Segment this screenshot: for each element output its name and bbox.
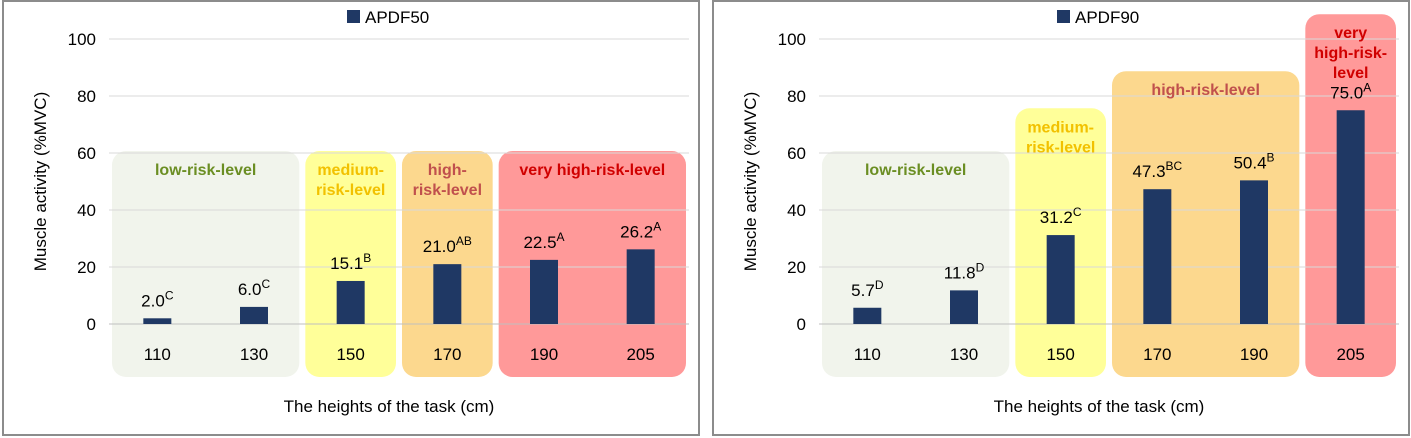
risk-zone-label: medium- xyxy=(1027,119,1094,136)
x-tick-label: 170 xyxy=(433,345,461,364)
x-tick-label: 130 xyxy=(950,345,978,364)
data-label: 75.0A xyxy=(1330,80,1371,102)
bar xyxy=(1046,235,1075,324)
x-tick-label: 205 xyxy=(1336,345,1364,364)
risk-zone-label: medium- xyxy=(317,162,384,179)
x-tick-label: 190 xyxy=(1240,345,1268,364)
risk-zone xyxy=(402,151,493,377)
risk-zone-label: high- xyxy=(428,162,467,179)
risk-zone-label: level xyxy=(1333,65,1369,82)
risk-zone-label: low-risk-level xyxy=(865,162,966,179)
bar xyxy=(240,306,268,324)
y-tick-label: 100 xyxy=(778,30,806,49)
legend-label: APDF50 xyxy=(365,8,429,27)
risk-zone xyxy=(1112,71,1300,377)
y-tick-label: 80 xyxy=(77,87,96,106)
data-label: 26.2A xyxy=(620,219,661,241)
bar xyxy=(1336,110,1365,324)
y-tick-label: 40 xyxy=(77,201,96,220)
data-label: 21.0AB xyxy=(423,234,472,256)
chart-panel-apdf50: 0 20 40 60 80 100 low-risk-level medium-risk-le… xyxy=(2,0,700,436)
chart-apdf50: 0 20 40 60 80 100 low-risk-level medium-risk-le… xyxy=(31,8,689,416)
risk-zone-label: risk-level xyxy=(413,182,482,199)
risk-zone-label: very high-risk-level xyxy=(519,162,665,179)
bar xyxy=(530,259,558,324)
risk-zone-label: high-risk-level xyxy=(1151,82,1259,99)
x-tick-label: 205 xyxy=(626,345,654,364)
risk-zone-label: low-risk-level xyxy=(155,162,256,179)
x-tick-label: 130 xyxy=(240,345,268,364)
bar xyxy=(433,264,462,324)
data-label: 5.7D xyxy=(851,278,884,300)
data-label: 6.0C xyxy=(238,277,271,299)
risk-zone xyxy=(112,151,300,377)
x-axis-title: The heights of the task (cm) xyxy=(284,397,495,416)
y-tick-label: 40 xyxy=(787,201,806,220)
x-tick-label: 110 xyxy=(144,345,171,364)
y-tick-label: 0 xyxy=(87,315,96,334)
y-tick-label: 0 xyxy=(797,315,806,334)
bar xyxy=(626,249,655,324)
chart-panel-apdf90: 0 20 40 60 80 100 low-risk-level medium-risk-le… xyxy=(712,0,1410,436)
legend-label: APDF90 xyxy=(1075,8,1139,27)
data-label: 31.2C xyxy=(1040,205,1082,227)
y-tick-label: 60 xyxy=(787,144,806,163)
risk-zone-label: risk-level xyxy=(316,182,385,199)
y-axis-title: Muscle activity (%MVC) xyxy=(31,92,50,271)
bar xyxy=(853,307,882,324)
y-tick-label: 60 xyxy=(77,144,96,163)
risk-zone-label: risk-level xyxy=(1026,139,1095,156)
y-tick-label: 20 xyxy=(787,258,806,277)
x-tick-label: 110 xyxy=(854,345,881,364)
x-tick-label: 170 xyxy=(1143,345,1171,364)
bar xyxy=(143,318,172,324)
x-tick-label: 150 xyxy=(336,345,364,364)
risk-zone-label: very xyxy=(1334,25,1367,42)
x-tick-label: 190 xyxy=(530,345,558,364)
risk-zone xyxy=(305,151,396,377)
bar xyxy=(336,280,365,324)
data-label: 15.1B xyxy=(330,251,371,273)
bar xyxy=(950,290,978,324)
risk-zone-label: high-risk- xyxy=(1314,45,1387,62)
legend-swatch xyxy=(1057,10,1070,23)
chart-apdf90: 0 20 40 60 80 100 low-risk-level medium-risk-le… xyxy=(741,8,1399,416)
x-axis-title: The heights of the task (cm) xyxy=(994,397,1205,416)
y-tick-label: 20 xyxy=(77,258,96,277)
bar xyxy=(1143,189,1172,324)
data-label: 11.8D xyxy=(944,260,985,282)
data-label: 22.5A xyxy=(523,230,564,252)
y-axis-title: Muscle activity (%MVC) xyxy=(741,92,760,271)
data-label: 50.4B xyxy=(1233,150,1274,172)
data-label: 2.0C xyxy=(141,288,174,310)
bar xyxy=(1240,180,1268,324)
x-tick-label: 150 xyxy=(1046,345,1074,364)
risk-zone xyxy=(498,151,686,377)
y-tick-label: 100 xyxy=(68,30,96,49)
data-label: 47.3BC xyxy=(1132,159,1182,181)
legend-swatch xyxy=(347,10,360,23)
y-tick-label: 80 xyxy=(787,87,806,106)
